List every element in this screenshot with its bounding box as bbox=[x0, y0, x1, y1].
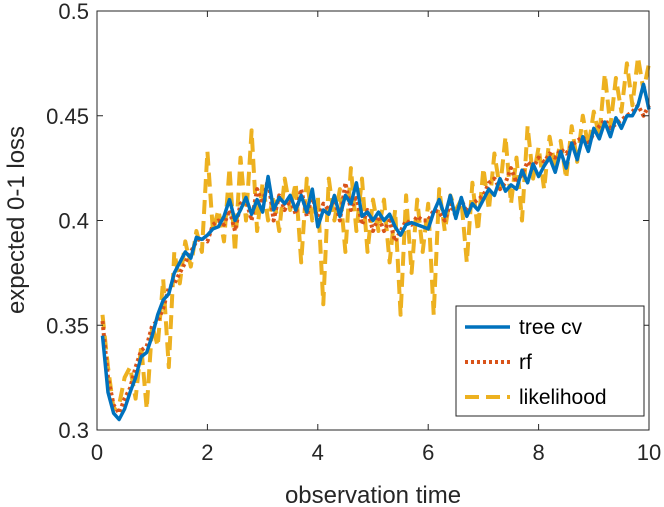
x-tick-label: 2 bbox=[201, 440, 213, 465]
y-tick-label: 0.5 bbox=[58, 0, 89, 24]
x-tick-label: 4 bbox=[312, 440, 324, 465]
y-tick-label: 0.4 bbox=[58, 209, 89, 234]
y-tick-labels: 0.3 0.35 0.4 0.45 0.5 bbox=[46, 0, 89, 443]
x-tick-labels: 0 2 4 6 8 10 bbox=[91, 440, 661, 465]
y-tick-label: 0.45 bbox=[46, 104, 89, 129]
y-tick-label: 0.3 bbox=[58, 418, 89, 443]
legend-label-likelihood: likelihood bbox=[519, 386, 607, 409]
legend-label-rf: rf bbox=[519, 351, 532, 374]
legend: tree cv rf likelihood bbox=[455, 305, 645, 417]
legend-label-tree-cv: tree cv bbox=[519, 316, 583, 339]
series-line-rf bbox=[100, 103, 651, 416]
series-line-tree-cv bbox=[100, 82, 651, 422]
y-axis-label: expected 0-1 loss bbox=[3, 126, 30, 314]
x-tick-label: 8 bbox=[532, 440, 544, 465]
x-tick-label: 0 bbox=[91, 440, 103, 465]
y-tick-label: 0.35 bbox=[46, 313, 89, 338]
x-tick-label: 10 bbox=[637, 440, 661, 465]
plot-area bbox=[96, 10, 651, 431]
axis-ticks bbox=[96, 10, 650, 431]
x-axis-label: observation time bbox=[285, 482, 461, 507]
series-layer bbox=[100, 55, 651, 422]
x-tick-label: 6 bbox=[422, 440, 434, 465]
